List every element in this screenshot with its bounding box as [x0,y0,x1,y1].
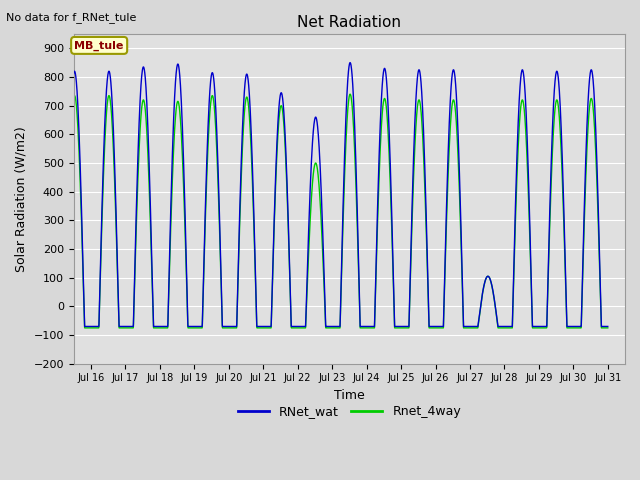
Rnet_4way [403,325,411,331]
Legend: RNet_wat, Rnet_4way: RNet_wat, Rnet_4way [232,400,466,423]
Rnet_4way [598,325,605,331]
Rnet_4way [487,278,495,284]
Line: Rnet_4way: Rnet_4way [56,94,608,328]
RNet_wat [604,324,612,329]
Rnet_4way [520,102,527,108]
RNet_wat [346,60,354,65]
Text: No data for f_RNet_tule: No data for f_RNet_tule [6,12,137,23]
RNet_wat [487,278,495,284]
RNet_wat [52,324,60,329]
RNet_wat [520,72,527,78]
Rnet_4way [452,108,460,114]
Rnet_4way [166,268,173,274]
RNet_wat [403,324,411,329]
X-axis label: Time: Time [334,389,365,402]
Text: MB_tule: MB_tule [74,40,124,50]
Rnet_4way [604,325,612,331]
RNet_wat [452,79,460,85]
RNet_wat [598,324,605,329]
RNet_wat [166,258,173,264]
Y-axis label: Solar Radiation (W/m2): Solar Radiation (W/m2) [15,126,28,272]
Line: RNet_wat: RNet_wat [56,62,608,326]
Rnet_4way [52,325,60,331]
Title: Net Radiation: Net Radiation [298,15,401,30]
Rnet_4way [346,91,354,97]
